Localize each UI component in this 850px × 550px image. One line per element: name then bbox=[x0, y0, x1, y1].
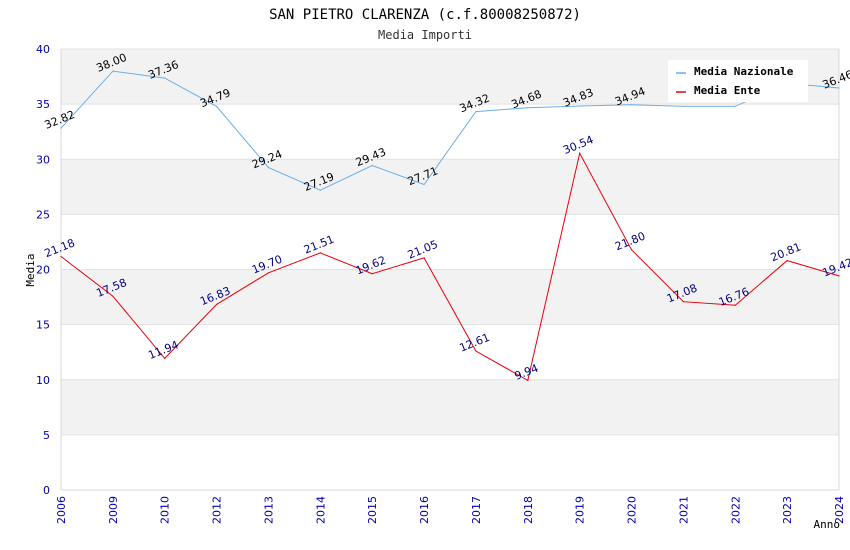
data-point bbox=[423, 257, 425, 259]
data-point bbox=[319, 189, 321, 191]
chart-title: SAN PIETRO CLARENZA (c.f.80008250872) bbox=[269, 7, 581, 23]
data-point bbox=[319, 252, 321, 254]
y-axis-label: Media bbox=[24, 253, 37, 286]
x-tick-label: 2014 bbox=[314, 496, 327, 524]
x-axis-label: Anno bbox=[814, 518, 841, 531]
y-tick-labels: 0 5 10 15 20 25 30 35 40 bbox=[36, 43, 50, 497]
data-point bbox=[164, 77, 166, 79]
data-point bbox=[216, 303, 218, 306]
x-tick-label: 2021 bbox=[677, 496, 690, 524]
data-point bbox=[371, 273, 373, 275]
plot-band bbox=[61, 269, 839, 325]
y-tick-label: 30 bbox=[36, 153, 50, 166]
x-tick-label: 2010 bbox=[159, 496, 172, 524]
x-tick-label: 2017 bbox=[470, 496, 483, 524]
series-line-ente bbox=[60, 151, 840, 382]
data-point bbox=[164, 357, 166, 359]
y-tick-label: 5 bbox=[43, 429, 50, 442]
plot-band bbox=[61, 104, 839, 160]
x-tick-label: 2024 bbox=[833, 496, 846, 524]
x-tick-label: 2020 bbox=[626, 496, 639, 524]
y-tick-label: 10 bbox=[36, 374, 50, 387]
data-point bbox=[527, 379, 529, 382]
data-point bbox=[734, 304, 736, 306]
series-lines bbox=[60, 70, 840, 382]
y-tick-label: 40 bbox=[36, 43, 50, 56]
data-point bbox=[682, 105, 685, 107]
x-tick-label: 2013 bbox=[262, 496, 275, 524]
x-tick-label: 2006 bbox=[55, 496, 68, 524]
data-point bbox=[630, 104, 633, 106]
data-point bbox=[682, 301, 685, 303]
x-tick-labels: 2006 2009 2010 2012 2013 2014 2015 2016 2017 2018… bbox=[55, 496, 846, 524]
x-tick-label: 2016 bbox=[418, 496, 431, 524]
plot-band bbox=[61, 214, 839, 270]
plot-band bbox=[61, 434, 839, 490]
data-point bbox=[734, 105, 736, 107]
data-point bbox=[112, 295, 114, 297]
y-tick-label: 0 bbox=[43, 484, 50, 497]
data-point bbox=[112, 70, 114, 72]
data-point bbox=[423, 183, 425, 186]
data-point bbox=[216, 105, 218, 108]
data-point bbox=[579, 152, 581, 154]
x-tick-label: 2023 bbox=[781, 496, 794, 524]
axes bbox=[60, 49, 840, 491]
x-tick-label: 2009 bbox=[107, 496, 120, 524]
y-tick-label: 20 bbox=[36, 264, 50, 277]
data-point bbox=[267, 272, 270, 274]
plot-band bbox=[61, 159, 839, 215]
legend-box bbox=[668, 60, 808, 102]
y-tick-label: 25 bbox=[36, 208, 50, 221]
data-point bbox=[60, 255, 62, 258]
data-point bbox=[527, 107, 529, 109]
legend-label-nazionale: Media Nazionale bbox=[694, 65, 794, 78]
x-tick-label: 2015 bbox=[366, 496, 379, 524]
data-point bbox=[475, 111, 477, 113]
y-tick-label: 15 bbox=[36, 319, 50, 332]
legend: Media Nazionale Media Ente bbox=[668, 60, 808, 102]
data-point bbox=[630, 249, 633, 251]
data-point bbox=[579, 105, 581, 107]
data-point bbox=[786, 259, 788, 262]
data-point bbox=[60, 127, 62, 129]
data-point bbox=[838, 275, 840, 277]
data-point bbox=[475, 350, 477, 352]
x-tick-label: 2018 bbox=[522, 496, 535, 524]
plot-band bbox=[61, 379, 839, 435]
plot-bands bbox=[61, 49, 839, 490]
y-tick-label: 35 bbox=[36, 98, 50, 111]
plot-band bbox=[61, 324, 839, 380]
data-point bbox=[267, 167, 270, 169]
chart-subtitle: Media Importi bbox=[378, 28, 472, 42]
series-line-nazionale bbox=[60, 70, 840, 191]
x-tick-label: 2022 bbox=[729, 496, 742, 524]
x-tick-label: 2019 bbox=[574, 496, 587, 524]
legend-label-ente: Media Ente bbox=[694, 84, 761, 97]
data-point bbox=[371, 164, 373, 167]
data-point bbox=[838, 87, 840, 89]
x-tick-label: 2012 bbox=[211, 496, 224, 524]
